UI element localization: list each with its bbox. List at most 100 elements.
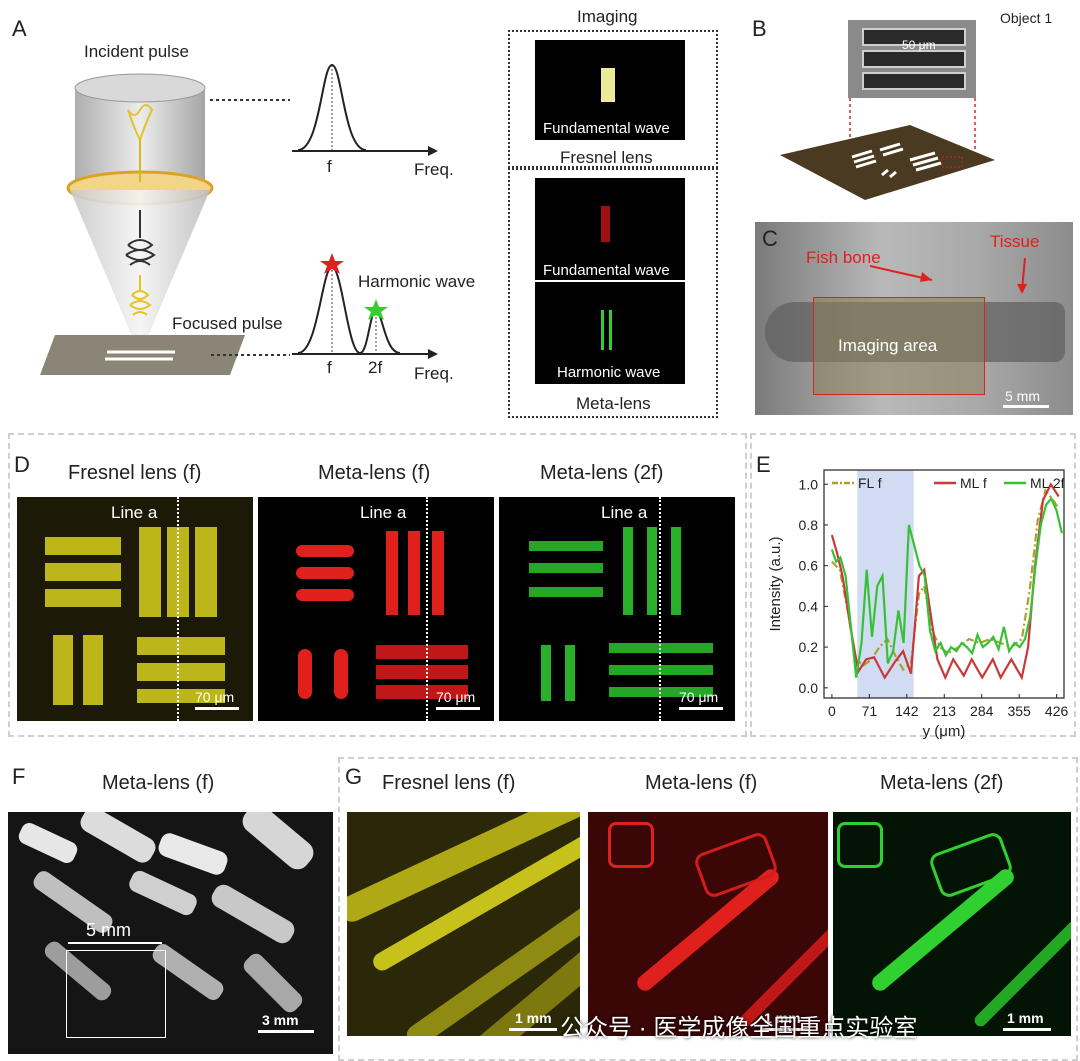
g-scalebar-2 xyxy=(760,1028,808,1031)
sem-scale-label: 50 μm xyxy=(902,38,936,52)
meta-lens-imaging-frame xyxy=(508,168,718,418)
scale-text-c: 5 mm xyxy=(1005,388,1040,404)
d-scalebar-3 xyxy=(679,707,723,710)
d-scale-2: 70 μm xyxy=(436,689,476,705)
f-label-top: f xyxy=(327,157,332,176)
y-axis-label: Intensity (a.u.) xyxy=(767,536,784,631)
tissue-label: Tissue xyxy=(990,232,1040,251)
d-line-a-2: Line a xyxy=(360,503,407,522)
y-tick-label: 1.0 xyxy=(799,476,819,492)
x-tick-label: 71 xyxy=(862,703,878,719)
series-line-ml-2f xyxy=(830,496,1063,678)
x-tick-label: 284 xyxy=(970,703,994,719)
x-tick-label: 426 xyxy=(1045,703,1069,719)
d-title-meta-f: Meta-lens (f) xyxy=(318,462,431,484)
g-title-fresnel: Fresnel lens (f) xyxy=(382,772,516,794)
legend-label: ML 2f xyxy=(1030,475,1065,491)
d-title-meta-2f: Meta-lens (2f) xyxy=(540,462,664,484)
fresnel-imaging-frame xyxy=(508,30,718,168)
scale-bar-c xyxy=(1003,405,1049,408)
g-title-meta-2f: Meta-lens (2f) xyxy=(880,772,1004,794)
d-scale-1: 70 μm xyxy=(195,689,235,705)
panel-label-d: D xyxy=(14,452,30,477)
focused-pulse-label: Focused pulse xyxy=(172,314,283,333)
meta-lens-label: Meta-lens xyxy=(576,394,651,413)
panel-g-frame xyxy=(338,757,1078,1061)
freq-label-top: Freq. xyxy=(414,160,454,179)
panel-d-frame xyxy=(8,433,747,737)
g-scale-3: 1 mm xyxy=(1007,1010,1044,1026)
legend-label: ML f xyxy=(960,475,987,491)
watermark-text: 公众号 · 医学成像全国重点实验室 xyxy=(560,1015,918,1042)
fresnel-fundamental-image: Fundamental wave xyxy=(535,40,685,140)
focusing-cone-illustration xyxy=(66,73,214,355)
panel-label-f: F xyxy=(12,764,26,789)
fresnel-lens-label: Fresnel lens xyxy=(560,148,653,167)
d-scale-3: 70 μm xyxy=(679,689,719,705)
fish-bone-label: Fish bone xyxy=(806,248,881,267)
g-title-meta-f: Meta-lens (f) xyxy=(645,772,758,794)
imaging-label: Imaging xyxy=(577,7,638,26)
y-tick-label: 0.8 xyxy=(799,517,819,533)
freq-label-bottom: Freq. xyxy=(414,364,454,383)
d-image-fresnel: Line a 70 μm xyxy=(17,497,253,721)
harmonic-wave-caption: Harmonic wave xyxy=(557,364,661,381)
panel-label-b: B xyxy=(752,16,767,41)
f-inset-box xyxy=(66,950,166,1038)
sem-inset-image: 50 μm xyxy=(848,20,976,98)
f-label-bottom: f xyxy=(327,358,332,377)
panel-label-a: A xyxy=(12,16,27,41)
x-axis-label: y (μm) xyxy=(923,723,966,740)
panel-label-e: E xyxy=(756,452,771,477)
d-image-meta-2f: Line a 70 μm xyxy=(499,497,735,721)
f-scalebar xyxy=(258,1030,314,1033)
g-scalebar-3 xyxy=(1003,1028,1051,1031)
fundamental-wave-caption-1: Fundamental wave xyxy=(543,120,670,137)
panel-e-frame xyxy=(750,433,1076,737)
series-line-fl-f xyxy=(831,487,1060,672)
g-scalebar-1 xyxy=(509,1028,557,1031)
g-scale-1: 1 mm xyxy=(515,1010,552,1026)
g-scale-2: 1 mm xyxy=(764,1010,801,1026)
g-image-meta-f: 1 mm xyxy=(588,812,828,1036)
legend-label: FL f xyxy=(858,475,882,491)
f-grayscale-image: 5 mm 3 mm xyxy=(8,812,333,1054)
f-inset-label: 5 mm xyxy=(86,920,131,940)
series-line-ml-f xyxy=(830,482,1060,681)
x-tick-label: 142 xyxy=(895,703,919,719)
meta-harmonic-image: Harmonic wave xyxy=(535,282,685,384)
intensity-profile-chart: 0.0 0.2 0.4 0.6 0.8 1.0 0 71 142 213 284 355 426 y (μ… xyxy=(767,469,1069,740)
d-line-a-1: Line a xyxy=(111,503,158,522)
y-tick-label: 0.4 xyxy=(799,598,819,614)
d-scalebar-2 xyxy=(436,707,480,710)
y-tick-label: 0.0 xyxy=(799,680,819,696)
sample-plate xyxy=(40,335,245,375)
incident-pulse-label: Incident pulse xyxy=(84,42,189,61)
f-title: Meta-lens (f) xyxy=(102,772,215,794)
fundamental-wave-caption-2: Fundamental wave xyxy=(543,262,670,279)
annotation-arrows xyxy=(870,258,1027,294)
y-tick-label: 0.6 xyxy=(799,558,819,574)
y-tick-label: 0.2 xyxy=(799,639,819,655)
imaging-area-box xyxy=(813,297,985,395)
x-tick-label: 0 xyxy=(828,703,836,719)
fish-bone-photo xyxy=(755,222,1073,415)
x-tick-label: 355 xyxy=(1007,703,1031,719)
panel-label-g: G xyxy=(345,764,363,789)
imaging-area-label: Imaging area xyxy=(838,336,938,355)
g-image-fresnel: 1 mm xyxy=(347,812,580,1036)
harmonic-wave-label: Harmonic wave xyxy=(358,272,476,291)
g-image-meta-2f: 1 mm xyxy=(833,812,1071,1036)
meta-fundamental-image: Fundamental wave xyxy=(535,178,685,280)
d-title-fresnel: Fresnel lens (f) xyxy=(68,462,202,484)
d-scalebar-1 xyxy=(195,707,239,710)
x-tick-label: 213 xyxy=(933,703,957,719)
panel-label-c: C xyxy=(762,226,778,251)
d-image-meta-f: Line a 70 μm xyxy=(258,497,494,721)
2f-label: 2f xyxy=(368,358,383,377)
spectrum-plots xyxy=(210,63,438,359)
sample-substrate-illustration xyxy=(780,98,995,200)
object-label: Object 1 xyxy=(1000,10,1053,26)
f-scale-text: 3 mm xyxy=(262,1012,299,1028)
d-line-a-3: Line a xyxy=(601,503,648,522)
